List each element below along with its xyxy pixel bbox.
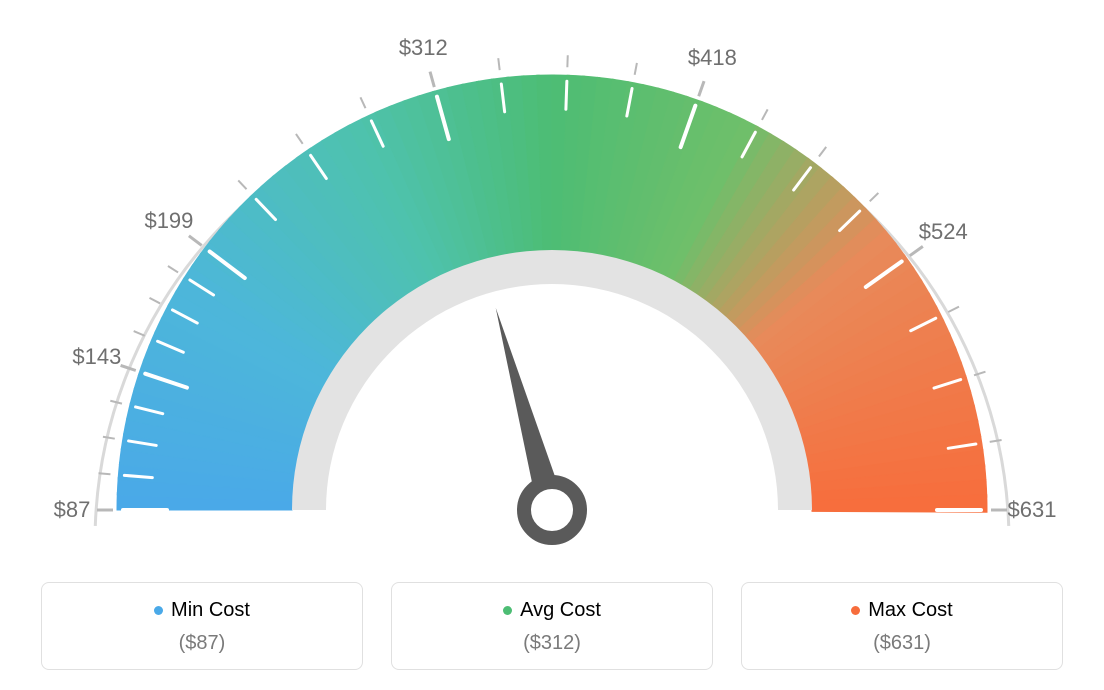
legend-value: ($631): [742, 632, 1062, 655]
legend-card-min: Min Cost ($87): [41, 582, 363, 670]
legend-value: ($312): [392, 632, 712, 655]
legend-label: Max Cost: [868, 599, 952, 622]
gauge-tick-label: $143: [72, 344, 121, 370]
legend-title-avg: Avg Cost: [503, 599, 601, 622]
gauge-tick-label: $87: [54, 497, 91, 523]
gauge-area: $87 $143 $199 $312 $418 $524 $631: [0, 0, 1104, 560]
legend-row: Min Cost ($87) Avg Cost ($312) Max Cost …: [0, 582, 1104, 670]
gauge-svg: [0, 0, 1104, 560]
gauge-tick-label: $631: [1008, 497, 1057, 523]
gauge-tick-label: $418: [688, 45, 737, 71]
legend-card-max: Max Cost ($631): [741, 582, 1063, 670]
dot-icon: [503, 606, 512, 615]
legend-label: Avg Cost: [520, 599, 601, 622]
legend-value: ($87): [42, 632, 362, 655]
legend-label: Min Cost: [171, 599, 250, 622]
gauge-tick-label: $312: [399, 35, 448, 61]
legend-card-avg: Avg Cost ($312): [391, 582, 713, 670]
gauge-tick-label: $199: [144, 208, 193, 234]
legend-title-min: Min Cost: [154, 599, 250, 622]
legend-title-max: Max Cost: [851, 599, 952, 622]
cost-gauge-chart: $87 $143 $199 $312 $418 $524 $631 Min Cost ($8…: [0, 0, 1104, 690]
dot-icon: [154, 606, 163, 615]
dot-icon: [851, 606, 860, 615]
gauge-tick-label: $524: [919, 219, 968, 245]
